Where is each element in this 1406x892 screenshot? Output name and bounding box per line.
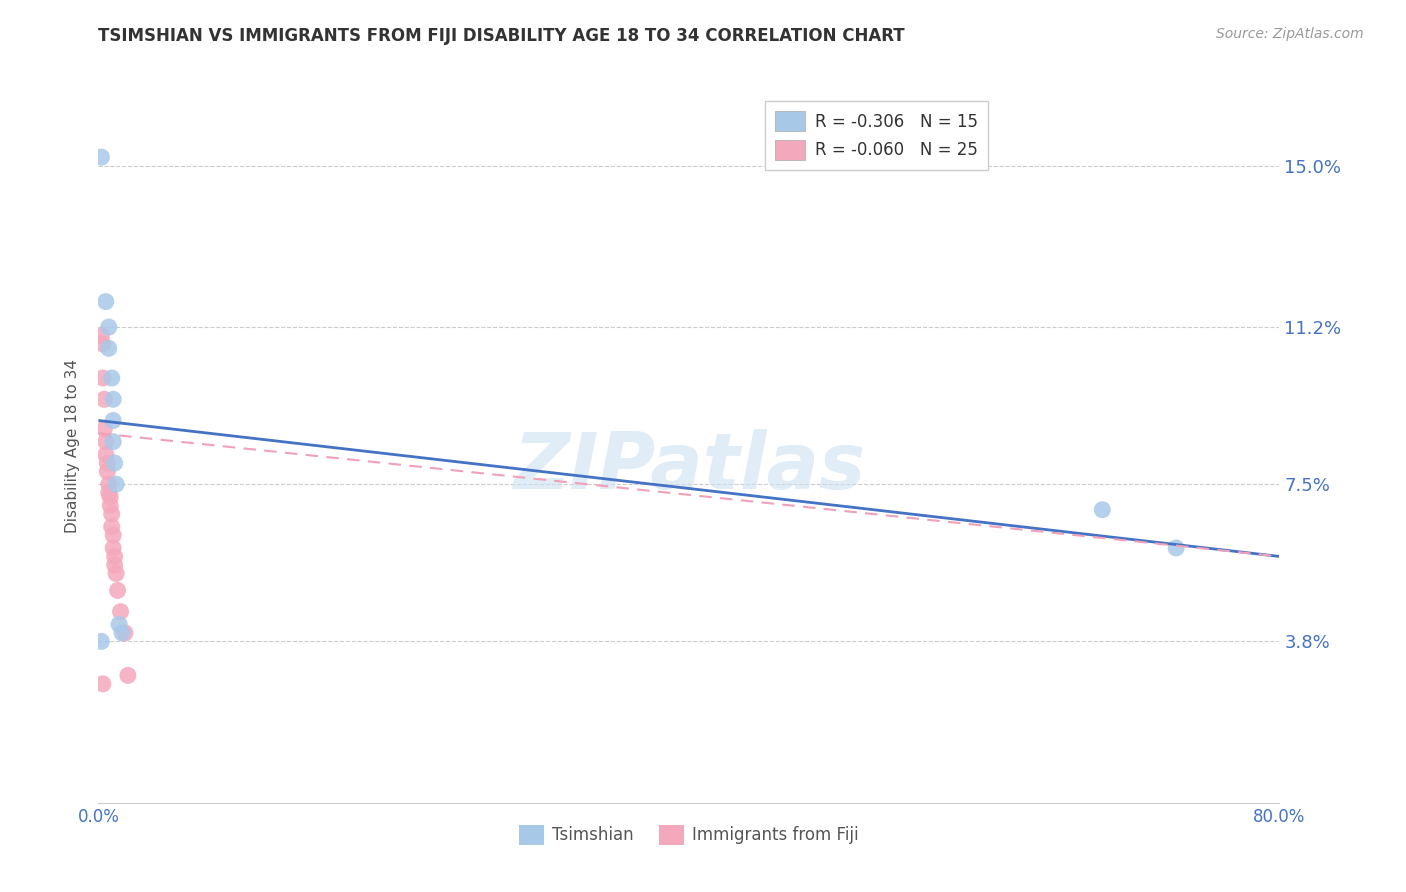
Point — [91, 371, 114, 385]
Text: TSIMSHIAN VS IMMIGRANTS FROM FIJI DISABILITY AGE 18 TO 34 CORRELATION CHART: TSIMSHIAN VS IMMIGRANTS FROM FIJI DISABI… — [98, 27, 905, 45]
Point — [104, 558, 127, 572]
Point — [103, 541, 125, 555]
Point — [1166, 541, 1188, 555]
Point — [96, 456, 118, 470]
Point — [103, 392, 125, 407]
Point — [105, 566, 128, 581]
Point — [103, 413, 125, 427]
Point — [98, 490, 121, 504]
Point — [100, 507, 122, 521]
Point — [90, 150, 112, 164]
Point — [100, 371, 122, 385]
Point — [97, 477, 120, 491]
Point — [103, 528, 125, 542]
Point — [90, 328, 112, 343]
Point — [104, 549, 127, 564]
Legend: Tsimshian, Immigrants from Fiji: Tsimshian, Immigrants from Fiji — [512, 818, 866, 852]
Point — [117, 668, 139, 682]
Point — [94, 448, 117, 462]
Point — [111, 626, 134, 640]
Point — [91, 677, 114, 691]
Point — [103, 434, 125, 449]
Point — [91, 337, 114, 351]
Point — [90, 634, 112, 648]
Point — [114, 626, 136, 640]
Point — [97, 320, 120, 334]
Text: Source: ZipAtlas.com: Source: ZipAtlas.com — [1216, 27, 1364, 41]
Text: ZIPatlas: ZIPatlas — [513, 429, 865, 506]
Point — [94, 294, 117, 309]
Point — [98, 499, 121, 513]
Point — [100, 519, 122, 533]
Point — [105, 477, 128, 491]
Point — [107, 583, 129, 598]
Point — [97, 485, 120, 500]
Point — [1091, 502, 1114, 516]
Point — [96, 465, 118, 479]
Point — [97, 341, 120, 355]
Point — [110, 605, 132, 619]
Point — [108, 617, 131, 632]
Point — [93, 422, 115, 436]
Point — [93, 392, 115, 407]
Y-axis label: Disability Age 18 to 34: Disability Age 18 to 34 — [65, 359, 80, 533]
Point — [94, 434, 117, 449]
Point — [104, 456, 127, 470]
